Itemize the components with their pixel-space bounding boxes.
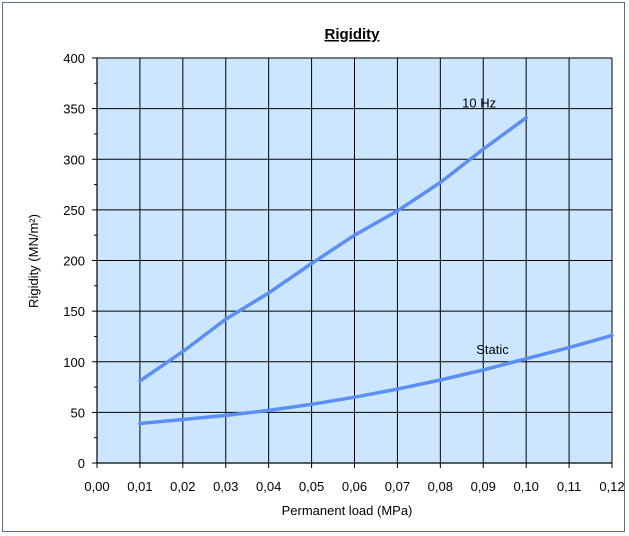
rigidity-chart: 0,00 0,01 0,02 0,03 0,04 0,05 0,06 0,07 0,08 0,09… (26, 26, 625, 518)
x-tick-label: 0,09 (471, 479, 496, 494)
x-tick-label: 0,02 (170, 479, 195, 494)
x-tick-label: 0,11 (557, 479, 581, 494)
axes (92, 57, 613, 468)
x-tick-label: 0,07 (385, 479, 410, 494)
y-tick-label: 100 (63, 355, 85, 370)
x-tick-label: 0,08 (428, 479, 453, 494)
series-line-10-hz (138, 115, 528, 383)
x-tick-label: 0,00 (84, 479, 109, 494)
series-label-10-hz: 10 Hz (462, 96, 496, 111)
y-tick-label: 300 (63, 152, 85, 167)
series-lines (138, 115, 614, 426)
x-tick-label: 0,06 (342, 479, 367, 494)
x-tick-label: 0,03 (213, 479, 238, 494)
x-tick-label: 0,10 (514, 479, 539, 494)
chart-frame: 0,00 0,01 0,02 0,03 0,04 0,05 0,06 0,07 0,08 0,09… (2, 2, 625, 532)
x-tick-label: 0,05 (299, 479, 324, 494)
grid-lines (96, 57, 613, 464)
y-tick-label: 350 (63, 102, 85, 117)
x-tick-label: 0,04 (256, 479, 281, 494)
chart-title: Rigidity (325, 26, 381, 43)
x-axis-label: Permanent load (MPa) (282, 503, 413, 518)
y-tick-label: 250 (63, 203, 85, 218)
y-tick-label: 200 (63, 254, 85, 269)
y-tick-label: 400 (63, 51, 85, 66)
y-tick-label: 150 (63, 304, 85, 319)
series-labels: 10 Hz Static (462, 96, 509, 357)
x-tick-label: 0,12 (599, 479, 624, 494)
y-tick-label: 50 (71, 405, 85, 420)
y-tick-label: 0 (78, 456, 85, 471)
series-line-static (138, 333, 614, 426)
x-tick-label: 0,01 (127, 479, 152, 494)
series-label-static: Static (476, 342, 509, 357)
tick-labels: 0,00 0,01 0,02 0,03 0,04 0,05 0,06 0,07 0,08 0,09… (63, 51, 624, 494)
y-axis-label: Rigidity (MN/m²) (26, 214, 41, 308)
